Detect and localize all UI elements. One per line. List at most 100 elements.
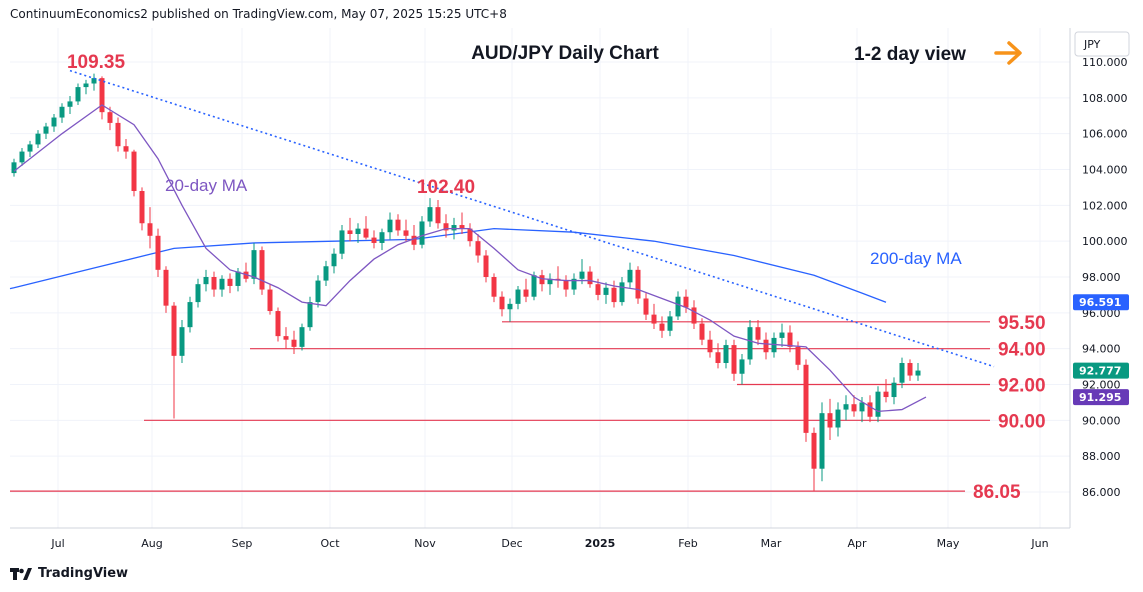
- candle-body: [219, 278, 225, 290]
- candle-body: [107, 112, 113, 123]
- candle-body: [19, 151, 25, 163]
- candle-body: [155, 235, 161, 270]
- candle: [379, 228, 385, 251]
- downtrend-line: [69, 69, 995, 368]
- candle-body: [619, 282, 625, 303]
- candle: [547, 273, 553, 295]
- candle-body: [795, 346, 801, 365]
- candle: [411, 225, 417, 251]
- candle: [171, 302, 177, 419]
- brand-text: TradingView: [38, 566, 129, 581]
- candle-body: [563, 280, 569, 290]
- candle: [91, 73, 97, 91]
- candle-body: [883, 391, 889, 398]
- ma200-line: [13, 227, 887, 303]
- candle-body: [115, 122, 121, 147]
- x-tick-label: Oct: [320, 537, 340, 550]
- x-tick-label: Jun: [1030, 537, 1048, 550]
- candle: [875, 386, 881, 423]
- candle-body: [435, 207, 441, 224]
- candle: [787, 325, 793, 353]
- candle: [731, 339, 737, 381]
- candle: [75, 83, 81, 105]
- candle-body: [531, 275, 537, 297]
- candle-body: [339, 230, 345, 254]
- candle: [763, 332, 769, 360]
- price-badge-bg: [1073, 389, 1129, 406]
- candle: [667, 311, 673, 337]
- candle-body: [315, 280, 321, 303]
- candle: [635, 266, 641, 304]
- candle: [651, 303, 657, 329]
- candle-body: [907, 363, 913, 376]
- candle: [83, 79, 89, 95]
- candle: [467, 223, 473, 247]
- candle: [499, 291, 505, 317]
- candle-body: [59, 106, 65, 118]
- candle-body: [75, 87, 81, 102]
- candle: [843, 395, 849, 421]
- x-tick-label: Apr: [847, 537, 867, 550]
- candle-body: [187, 302, 193, 328]
- ma200-layer: [9, 227, 887, 303]
- candle-body: [139, 191, 145, 224]
- candle-body: [635, 269, 641, 299]
- candle: [835, 402, 841, 437]
- candle: [851, 395, 857, 417]
- candle: [147, 207, 153, 249]
- ma20-line: [13, 104, 927, 413]
- x-tick-label: Sep: [232, 537, 253, 550]
- candle: [155, 228, 161, 277]
- currency-label: JPY: [1083, 38, 1101, 51]
- candle: [195, 278, 201, 308]
- trendline-layer: [69, 69, 995, 368]
- candle-body: [163, 269, 169, 306]
- price-badge-bg: [1073, 294, 1129, 311]
- x-tick-label: Jul: [50, 537, 64, 550]
- price-badge-label: 92.777: [1079, 365, 1121, 378]
- candle-body: [267, 289, 273, 312]
- candle: [867, 395, 873, 423]
- candle: [427, 198, 433, 227]
- candle: [43, 122, 49, 140]
- candle-body: [507, 303, 513, 310]
- chart-text-layer: AUD/JPY Daily Chart 1-2 day view 109.35 102…: [67, 41, 1022, 268]
- candle-body: [395, 219, 401, 231]
- candle: [99, 76, 105, 120]
- price-badge: 96.591: [1073, 294, 1129, 311]
- candle-body: [827, 413, 833, 428]
- candle-body: [195, 284, 201, 303]
- candle-body: [411, 235, 417, 245]
- candle-body: [331, 253, 337, 267]
- candle: [291, 330, 297, 355]
- candle-body: [323, 266, 329, 281]
- y-tick-label: 88.000: [1082, 450, 1121, 463]
- candle-body: [539, 275, 545, 285]
- candle: [219, 275, 225, 297]
- candle-body: [651, 314, 657, 324]
- price-badge-label: 96.591: [1079, 296, 1121, 309]
- candle-body: [571, 278, 577, 290]
- candle-body: [731, 345, 737, 374]
- candle: [515, 285, 521, 310]
- x-tick-label: Mar: [761, 537, 782, 550]
- candle-body: [227, 278, 233, 286]
- candle: [187, 296, 193, 333]
- candle-body: [379, 232, 385, 243]
- candle-body: [123, 146, 129, 152]
- candle-body: [43, 126, 49, 134]
- candle: [619, 277, 625, 306]
- y-tick-label: 110.000: [1082, 56, 1128, 69]
- candle: [483, 250, 489, 283]
- candle: [267, 284, 273, 315]
- candle-body: [443, 223, 449, 231]
- candle: [827, 398, 833, 441]
- level-label: 94.00: [998, 340, 1046, 361]
- level-label: 95.50: [998, 313, 1046, 334]
- candle-body: [547, 278, 553, 285]
- candle-body: [347, 230, 353, 234]
- candle: [131, 149, 137, 197]
- candle: [139, 187, 145, 231]
- candle: [491, 273, 497, 303]
- candle-body: [787, 332, 793, 347]
